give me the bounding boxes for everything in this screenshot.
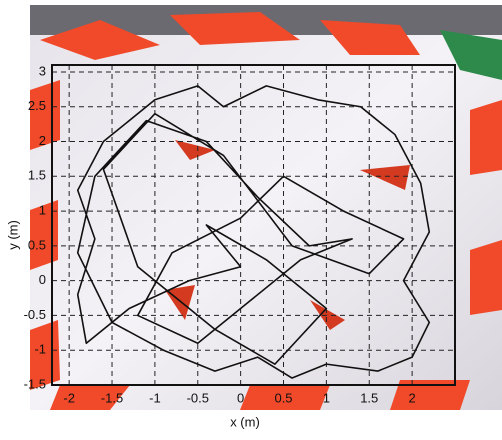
- y-axis-label: y (m): [5, 220, 20, 250]
- x-tick-label: 0: [237, 390, 244, 405]
- x-tick-label: 1: [323, 390, 330, 405]
- y-tick-label: 2: [39, 133, 46, 148]
- x-tick-label: 2: [409, 390, 416, 405]
- y-tick-label: 0: [39, 272, 46, 287]
- x-tick-label: -2: [63, 390, 75, 405]
- photo-background: [30, 5, 502, 410]
- y-tick-label: 1.5: [28, 168, 46, 183]
- y-tick-label: 0.5: [28, 237, 46, 252]
- x-tick-label: -0.5: [187, 390, 209, 405]
- y-tick-label: -1.5: [24, 376, 46, 391]
- trajectory: [76, 85, 431, 379]
- x-tick-label: -1: [149, 390, 161, 405]
- x-axis-label: x (m): [230, 414, 260, 429]
- y-tick-label: 2.5: [28, 98, 46, 113]
- y-tick-label: 1: [39, 203, 46, 218]
- x-tick-label: -1.5: [101, 390, 123, 405]
- y-tick-label: -0.5: [24, 307, 46, 322]
- plot-frame: [51, 64, 456, 386]
- y-tick-label: 3: [39, 63, 46, 78]
- x-tick-label: 1.5: [360, 390, 378, 405]
- x-tick-label: 0.5: [274, 390, 292, 405]
- y-tick-label: -1: [34, 342, 46, 357]
